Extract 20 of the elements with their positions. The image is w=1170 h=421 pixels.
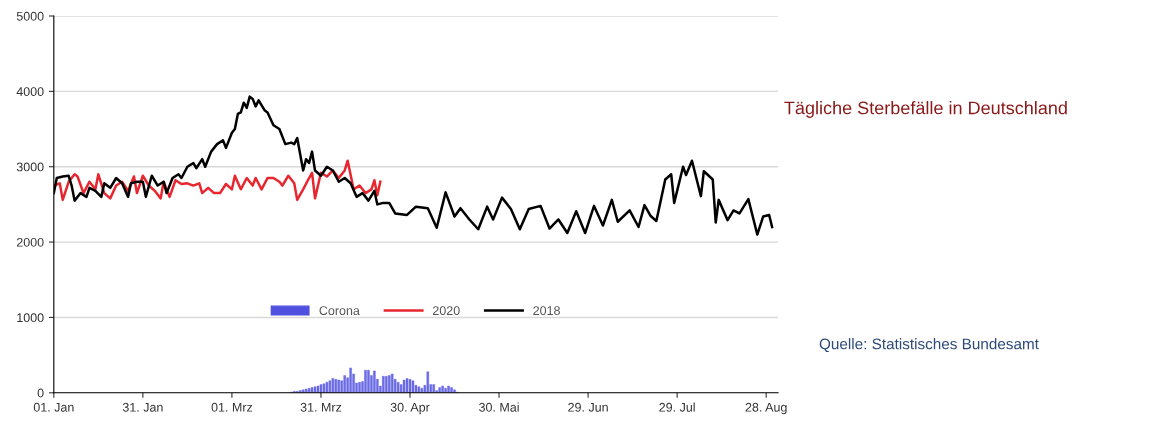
text: Tägliche Sterbefälle in Deutschland xyxy=(784,101,1067,118)
x-tick-label: 30. Mai xyxy=(479,402,519,412)
x-tick-label: 28. Aug xyxy=(745,402,787,415)
legend-label: Corona xyxy=(319,306,360,316)
x-tick-label: 01. Mrz xyxy=(211,402,253,412)
x-tick-label: 31. Mrz xyxy=(300,402,342,412)
y-tick-label: 5000 xyxy=(16,11,44,21)
source-note: Quelle: Statistisches Bundesamt xyxy=(819,338,1039,353)
x-tick-label: 30. Apr xyxy=(390,402,430,415)
x-tick-label: 29. Jun xyxy=(568,402,608,412)
x-tick-label: 31. Jan xyxy=(122,402,163,412)
legend-label: 2018 xyxy=(533,306,560,316)
legend-label: 2020 xyxy=(433,306,460,316)
x-tick-label: 29. Jul xyxy=(659,402,695,412)
y-tick-label: 1000 xyxy=(17,313,44,323)
y-tick-label: 4000 xyxy=(16,87,44,97)
y-tick-label: 0 xyxy=(37,388,44,398)
y-tick-label: 2000 xyxy=(16,237,44,247)
x-tick-label: 01. Jan xyxy=(33,402,74,412)
y-tick-label: 3000 xyxy=(16,162,44,172)
